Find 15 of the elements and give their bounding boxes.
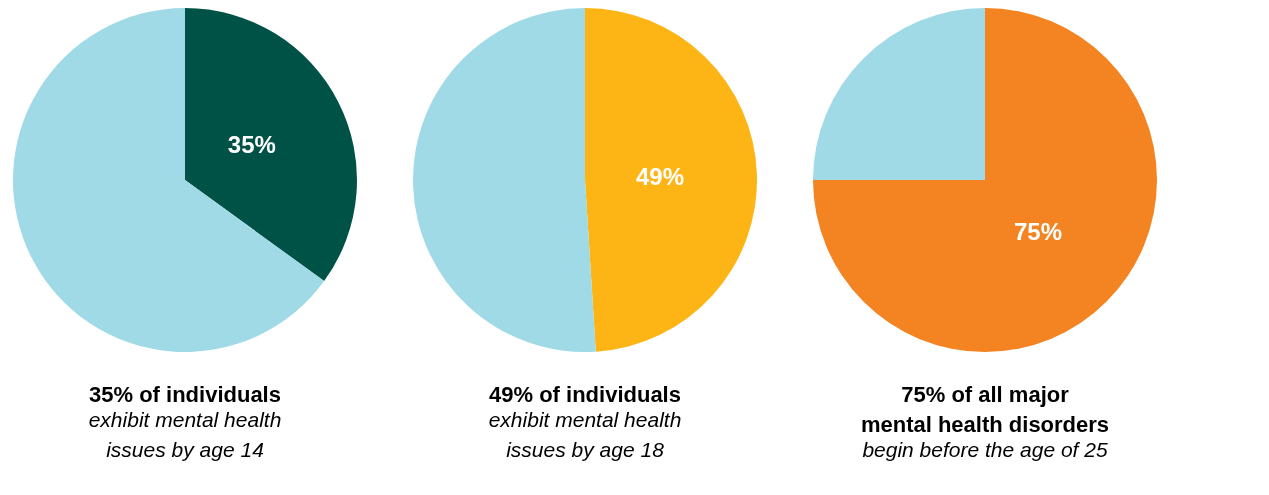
text: 35% of individuals xyxy=(89,382,281,407)
text: 49% of individuals xyxy=(489,382,681,407)
text: 75% of all major mental health disorders xyxy=(860,382,1110,437)
pie-slice xyxy=(813,8,985,180)
text: begin before the age of 25 xyxy=(862,438,1108,461)
pie-slice xyxy=(13,8,325,352)
data-label: 75% xyxy=(1014,218,1063,246)
text: exhibit mental health issues by age 14 xyxy=(88,408,282,461)
data-label: 49% xyxy=(635,162,684,190)
pie-slice xyxy=(585,8,757,352)
pie-slice xyxy=(185,8,357,282)
pie-slice xyxy=(813,8,1157,352)
text: exhibit mental health issues by age 18 xyxy=(488,408,682,461)
pie-slice xyxy=(413,8,596,352)
data-label: 35% xyxy=(227,130,276,158)
